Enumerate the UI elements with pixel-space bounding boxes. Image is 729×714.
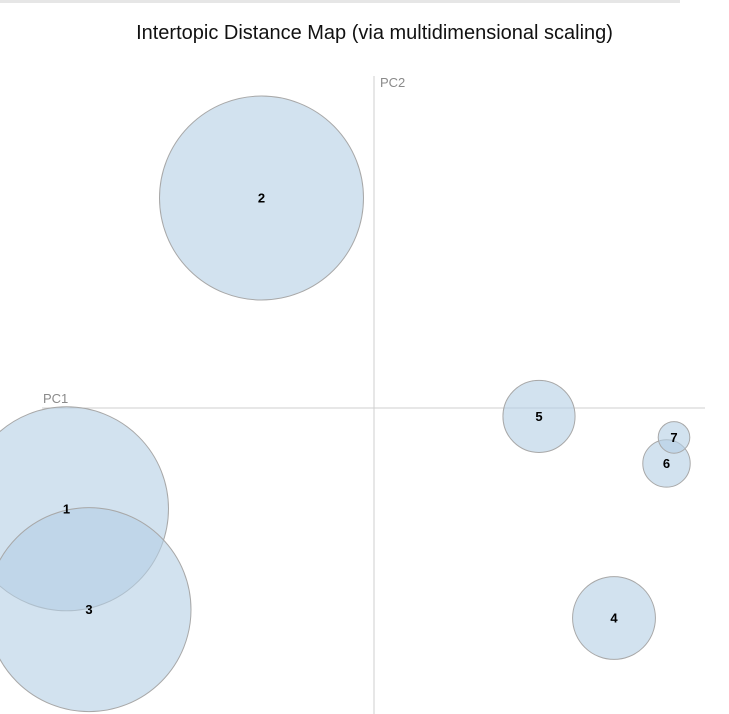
topic-bubble-7[interactable]	[657, 421, 691, 454]
topic-label-6: 6	[663, 456, 670, 471]
pc2-axis-label: PC2	[380, 75, 405, 90]
topic-bubble-3[interactable]	[0, 507, 192, 713]
topic-bubbles	[0, 95, 691, 713]
topic-label-1: 1	[63, 501, 70, 516]
topic-label-7: 7	[670, 430, 677, 445]
topic-bubble-2[interactable]	[159, 95, 364, 301]
topic-label-5: 5	[535, 409, 542, 424]
pc1-axis-label: PC1	[43, 391, 68, 406]
topic-bubble-5[interactable]	[502, 379, 576, 453]
topic-bubble-4[interactable]	[572, 576, 656, 660]
topic-label-3: 3	[85, 602, 92, 617]
topic-labels: 1 2 3 4 5 67	[63, 191, 678, 626]
topic-label-2: 2	[258, 191, 265, 206]
topic-label-4: 4	[610, 611, 618, 626]
chart-title: Intertopic Distance Map (via multidimens…	[136, 22, 613, 44]
top-divider	[0, 0, 680, 3]
